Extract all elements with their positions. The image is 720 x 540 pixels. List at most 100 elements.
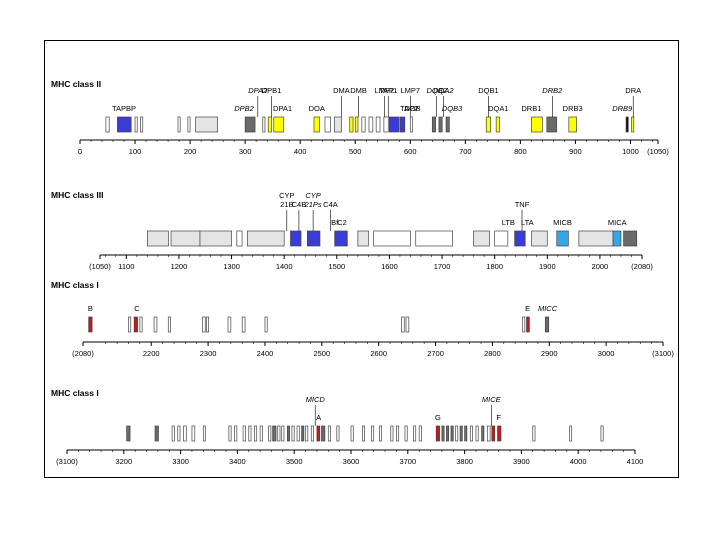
- gene-block: [254, 425, 258, 442]
- gene-block: [273, 116, 285, 133]
- gene-label: MICE: [482, 395, 502, 404]
- section-title: MHC class I: [51, 280, 99, 290]
- mhc-gene-map: MHC class II 0 100 200 300 400 500 600 700 800 900…: [51, 79, 674, 466]
- gene-block: [248, 425, 252, 442]
- gene-block: [272, 425, 277, 442]
- section-title: MHC class III: [51, 190, 103, 200]
- tick-label: 3700: [399, 457, 416, 466]
- tick-label: 1600: [381, 262, 398, 271]
- gene-block: [281, 425, 285, 442]
- tick-label: 2200: [143, 349, 160, 358]
- gene-block: [268, 425, 272, 442]
- gene-label: 21Ps: [304, 200, 322, 209]
- gene-label: DQA1: [488, 104, 508, 113]
- gene-label: LTA: [521, 218, 534, 227]
- gene-block: [133, 316, 138, 333]
- tick-label: 200: [184, 147, 197, 156]
- gene-block: [349, 116, 354, 133]
- gene-block: [202, 316, 206, 333]
- gene-block: [522, 316, 526, 333]
- gene-block: [88, 316, 93, 333]
- gene-block: [305, 425, 309, 442]
- gene-block: [177, 425, 181, 442]
- gene-block: [415, 230, 453, 247]
- gene-block: [441, 425, 445, 442]
- gene-block: [187, 116, 191, 133]
- gene-block: [296, 425, 300, 442]
- gene-label: DPA2: [248, 86, 268, 95]
- gene-block: [400, 116, 406, 133]
- gene-block: [578, 230, 614, 247]
- gene-label: DPB1: [262, 86, 282, 95]
- gene-label: DOA: [309, 104, 325, 113]
- gene-block: [227, 316, 232, 333]
- tick-label: 1200: [171, 262, 188, 271]
- tick-label: 1000: [622, 147, 639, 156]
- gene-block: [446, 425, 450, 442]
- tick-label: (1050): [647, 147, 669, 156]
- gene-label: LTB: [502, 218, 515, 227]
- gene-block: [167, 316, 171, 333]
- section-title: MHC class I: [51, 388, 99, 398]
- gene-block: [514, 230, 526, 247]
- gene-block: [134, 116, 138, 133]
- gene-block: [405, 316, 410, 333]
- tick-label: 1800: [486, 262, 503, 271]
- gene-block: [409, 116, 413, 133]
- gene-block: [631, 116, 635, 133]
- gene-block: [404, 425, 408, 442]
- gene-block: [469, 425, 473, 442]
- gene-block: [383, 116, 389, 133]
- gene-block: [153, 316, 158, 333]
- gene-block: [246, 230, 285, 247]
- gene-block: [306, 230, 321, 247]
- gene-block: [389, 116, 400, 133]
- gene-block: [546, 116, 558, 133]
- gene-block: [262, 116, 266, 133]
- tick-label: 4100: [627, 457, 644, 466]
- gene-label: C2: [337, 218, 347, 227]
- gene-label: LMP2: [375, 86, 395, 95]
- gene-block: [531, 116, 543, 133]
- gene-label: DQB2: [426, 86, 447, 95]
- gene-block: [486, 425, 491, 442]
- gene-block: [544, 316, 550, 333]
- gene-block: [128, 316, 132, 333]
- gene-block: [291, 425, 295, 442]
- gene-block: [259, 425, 263, 442]
- gene-block: [531, 230, 548, 247]
- gene-block: [418, 425, 422, 442]
- gene-label: DPB2: [234, 104, 254, 113]
- gene-label: TAP2: [400, 104, 418, 113]
- tick-label: 400: [294, 147, 307, 156]
- gene-label: C4B: [292, 200, 307, 209]
- gene-block: [375, 116, 381, 133]
- gene-block: [139, 316, 143, 333]
- tick-label: 3800: [456, 457, 473, 466]
- gene-block: [334, 230, 348, 247]
- tick-label: 800: [514, 147, 527, 156]
- tick-label: 100: [129, 147, 142, 156]
- gene-block: [491, 425, 496, 442]
- gene-block: [170, 230, 201, 247]
- gene-block: [438, 116, 443, 133]
- tick-label: 500: [349, 147, 362, 156]
- tick-label: 1100: [118, 262, 134, 271]
- gene-block: [361, 116, 366, 133]
- tick-label: 1900: [539, 262, 556, 271]
- gene-block: [171, 425, 175, 442]
- tick-label: 700: [459, 147, 472, 156]
- tick-label: 900: [569, 147, 582, 156]
- gene-label: DQB3: [442, 104, 463, 113]
- gene-label: C4A: [323, 200, 338, 209]
- gene-block: [183, 425, 187, 442]
- tick-label: 1500: [328, 262, 345, 271]
- gene-block: [277, 425, 281, 442]
- gene-block: [191, 425, 196, 442]
- gene-label: E: [525, 304, 530, 313]
- tick-label: (3100): [652, 349, 674, 358]
- gene-block: [612, 230, 622, 247]
- gene-label: DMB: [350, 86, 367, 95]
- gene-block: [301, 425, 305, 442]
- gene-label: F: [496, 413, 501, 422]
